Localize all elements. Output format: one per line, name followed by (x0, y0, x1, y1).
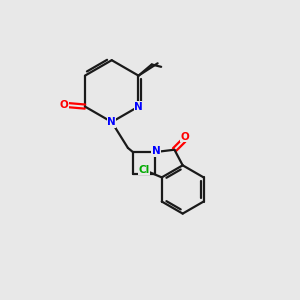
Text: Cl: Cl (139, 165, 150, 175)
Text: N: N (107, 117, 116, 127)
Text: N: N (134, 102, 143, 112)
Text: O: O (60, 100, 69, 110)
Text: O: O (180, 132, 189, 142)
Text: N: N (152, 146, 160, 157)
